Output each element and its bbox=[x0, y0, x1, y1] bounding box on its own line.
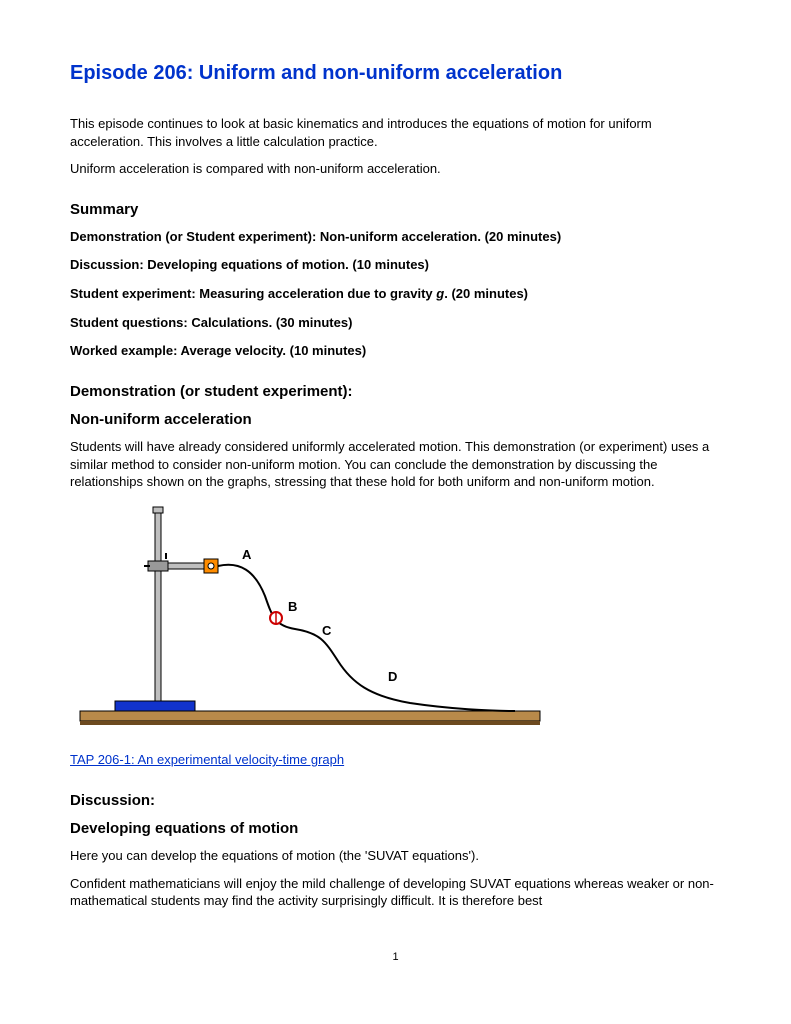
demo-heading-1: Demonstration (or student experiment): bbox=[70, 382, 721, 402]
reference-link[interactable]: TAP 206-1: An experimental velocity-time… bbox=[70, 752, 344, 767]
apparatus-diagram: A B C D bbox=[70, 501, 721, 736]
summary-item: Discussion: Developing equations of moti… bbox=[70, 256, 721, 274]
summary-item: Student questions: Calculations. (30 min… bbox=[70, 314, 721, 332]
summary-item: Student experiment: Measuring accelerati… bbox=[70, 285, 721, 303]
svg-text:D: D bbox=[388, 669, 397, 684]
svg-text:A: A bbox=[242, 547, 252, 562]
svg-text:B: B bbox=[288, 599, 297, 614]
discussion-heading-1: Discussion: bbox=[70, 791, 721, 811]
summary-item: Worked example: Average velocity. (10 mi… bbox=[70, 342, 721, 360]
demo-heading-2: Non-uniform acceleration bbox=[70, 410, 721, 430]
summary-item: Demonstration (or Student experiment): N… bbox=[70, 228, 721, 246]
intro-para-1: This episode continues to look at basic … bbox=[70, 115, 721, 150]
discussion-heading-2: Developing equations of motion bbox=[70, 819, 721, 839]
page-title: Episode 206: Uniform and non-uniform acc… bbox=[70, 60, 721, 87]
demo-para: Students will have already considered un… bbox=[70, 438, 721, 491]
page-number: 1 bbox=[70, 950, 721, 965]
summary-heading: Summary bbox=[70, 200, 721, 220]
discussion-para-2: Confident mathematicians will enjoy the … bbox=[70, 875, 721, 910]
discussion-para-1: Here you can develop the equations of mo… bbox=[70, 847, 721, 865]
intro-para-2: Uniform acceleration is compared with no… bbox=[70, 160, 721, 178]
svg-text:C: C bbox=[322, 623, 332, 638]
